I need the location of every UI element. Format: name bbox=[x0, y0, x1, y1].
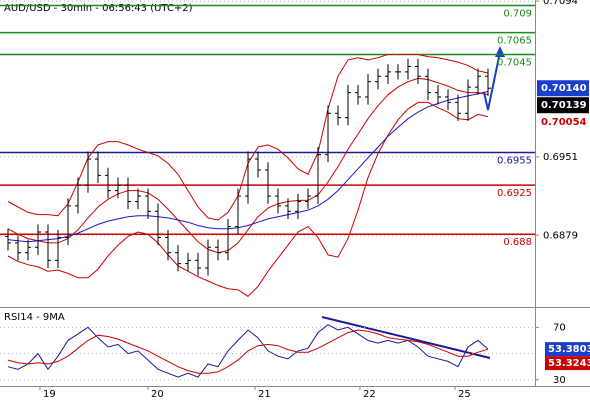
x-tick-label: 25 bbox=[458, 389, 471, 400]
x-tick-label: 20 bbox=[151, 389, 164, 400]
level-label: 0.6925 bbox=[497, 188, 532, 199]
x-tick-label: 22 bbox=[363, 389, 376, 400]
price-tag bbox=[537, 97, 589, 114]
level-label: 0.6955 bbox=[497, 156, 532, 167]
projection-arrow bbox=[483, 51, 501, 111]
level-label: 0.7045 bbox=[497, 57, 532, 68]
price-tag bbox=[537, 80, 589, 97]
value-tag-label: 53.3803 bbox=[548, 344, 590, 355]
y-tick-label: 0.6879 bbox=[543, 230, 578, 241]
rsi-trendline bbox=[321, 316, 491, 359]
y-tick-label: 0.6951 bbox=[543, 152, 578, 163]
x-tick-label: 19 bbox=[43, 389, 56, 400]
indicator-line bbox=[7, 101, 489, 297]
y-tick-label: 0.7094 bbox=[543, 0, 578, 7]
price-tag-label: 0.70140 bbox=[541, 83, 587, 94]
value-tag bbox=[545, 356, 590, 371]
x-tick-label: 21 bbox=[258, 389, 271, 400]
price-tag-label: 0.70139 bbox=[541, 100, 587, 111]
level-label: 0.7065 bbox=[497, 36, 532, 47]
price-tag bbox=[537, 114, 589, 131]
value-tag-label: 53.3243 bbox=[548, 358, 590, 369]
y-tick-label: 70 bbox=[553, 322, 566, 333]
level-label: 0.709 bbox=[503, 8, 532, 19]
rsi-line bbox=[7, 329, 489, 374]
y-tick-label: 30 bbox=[553, 375, 566, 386]
value-tag bbox=[545, 342, 590, 357]
rsi-title: RSI14 - 9MA bbox=[4, 312, 65, 323]
price-tag-label: 0.70054 bbox=[541, 117, 587, 128]
level-label: 0.688 bbox=[503, 237, 532, 248]
indicator-line bbox=[7, 91, 489, 243]
indicator-line bbox=[7, 77, 489, 254]
chart-title: AUD/USD - 30min - 06:56:43 (UTC+2) bbox=[4, 3, 193, 14]
